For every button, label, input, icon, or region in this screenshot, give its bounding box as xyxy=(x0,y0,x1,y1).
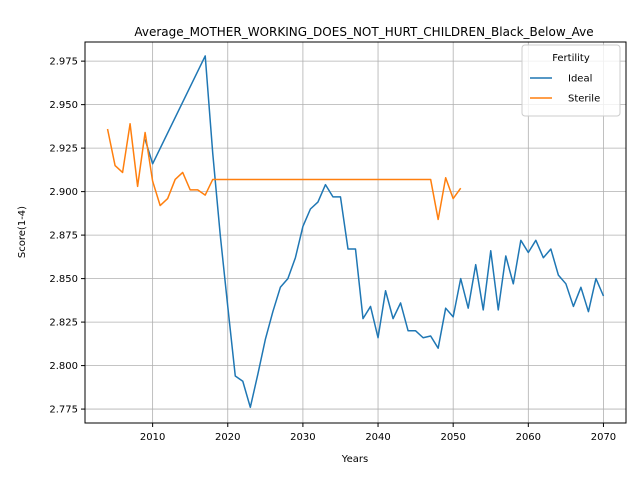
y-tick-label: 2.950 xyxy=(49,100,78,111)
legend-label-ideal: Ideal xyxy=(568,74,592,85)
y-axis-ticks: 2.775 2.800 2.825 2.850 2.875 2.900 2.925 2.950… xyxy=(49,57,85,416)
legend-title: Fertility xyxy=(552,53,590,64)
chart-title: Average_MOTHER_WORKING_DOES_NOT_HURT_CHI… xyxy=(134,25,593,39)
y-tick-label: 2.975 xyxy=(49,57,78,68)
x-tick-label: 2010 xyxy=(140,432,165,443)
y-tick-label: 2.850 xyxy=(49,274,78,285)
x-tick-label: 2070 xyxy=(591,432,616,443)
y-tick-label: 2.925 xyxy=(49,144,78,155)
series-line-sterile xyxy=(106,123,462,221)
legend: Fertility Ideal Sterile xyxy=(521,44,621,117)
x-tick-label: 2020 xyxy=(215,432,240,443)
plot-frame xyxy=(84,41,627,424)
series-line-ideal xyxy=(144,55,605,409)
series-lines xyxy=(106,55,605,409)
x-axis-label: Years xyxy=(341,454,368,465)
y-tick-label: 2.875 xyxy=(49,231,78,242)
x-axis-ticks: 2010 2020 2030 2040 2050 2060 2070 xyxy=(140,423,616,443)
y-tick-label: 2.800 xyxy=(49,361,78,372)
y-tick-label: 2.825 xyxy=(49,318,78,329)
y-tick-label: 2.775 xyxy=(49,405,78,416)
x-tick-label: 2050 xyxy=(440,432,465,443)
x-tick-label: 2030 xyxy=(290,432,315,443)
y-tick-label: 2.900 xyxy=(49,187,78,198)
y-axis-label: Score(1-4) xyxy=(17,206,28,258)
legend-label-sterile: Sterile xyxy=(568,94,600,105)
x-tick-label: 2060 xyxy=(516,432,541,443)
x-tick-label: 2040 xyxy=(365,432,390,443)
